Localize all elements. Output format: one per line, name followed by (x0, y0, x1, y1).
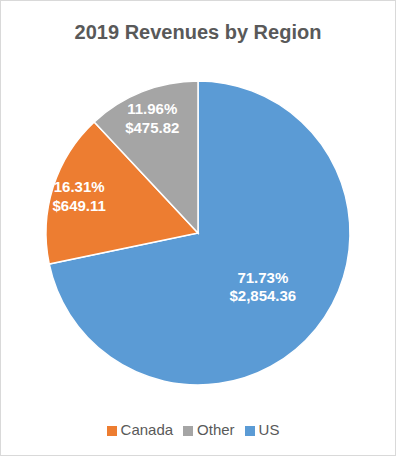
html-text:2019 Revenues by Region: 2019 Revenues by Region (74, 21, 322, 43)
svg-text:11.96%$475.82: 11.96%$475.82 (125, 100, 179, 136)
html-text:Other: Other (197, 421, 235, 438)
svg-text:16.31%$649.11: 16.31%$649.11 (52, 178, 105, 214)
svg-text:71.73%$2,854.36: 71.73%$2,854.36 (229, 269, 296, 305)
html-text:US: US (258, 421, 280, 438)
html-text:Canada: Canada (120, 421, 174, 438)
